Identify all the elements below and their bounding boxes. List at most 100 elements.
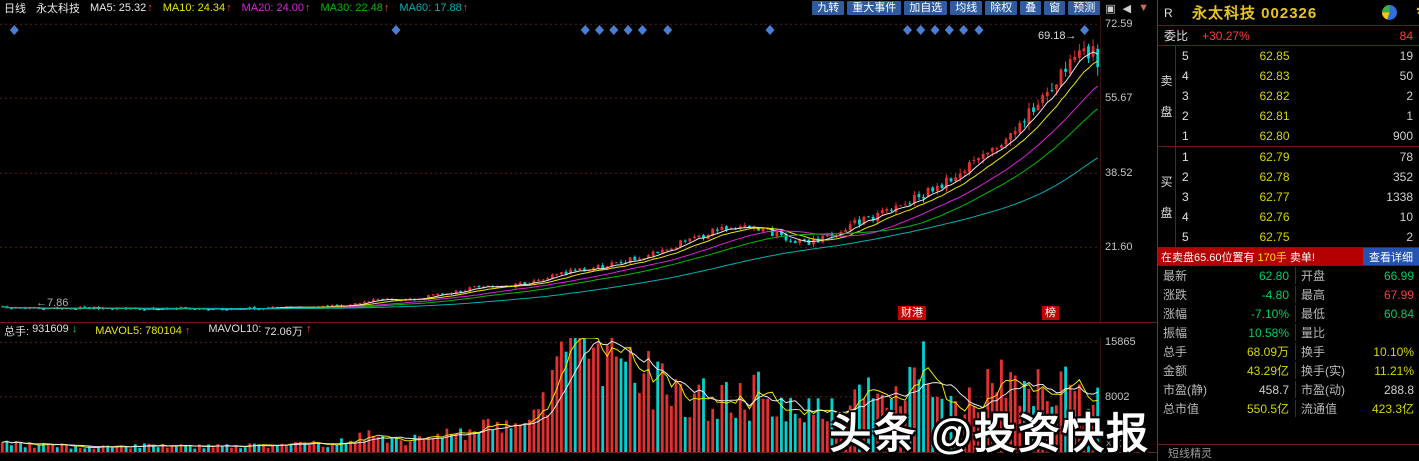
level-price: 62.82 (1259, 89, 1290, 103)
low-price-annotation: ←7.86 (36, 297, 68, 309)
stat-value: 67.99 (1383, 287, 1414, 302)
price-axis-label: 21.60 (1105, 241, 1133, 254)
stat-value: 66.99 (1383, 268, 1414, 283)
toolbar-button-2[interactable]: 重大事件 (847, 1, 902, 15)
level-volume: 1 (1406, 109, 1413, 123)
buy-level-5[interactable]: 5 62.75 2 (1176, 227, 1419, 247)
price-axis: 72.59 55.67 38.52 21.60 (1100, 16, 1157, 322)
peak-price-annotation: 69.18→ (1038, 30, 1077, 42)
sell-rows: 5 62.85 19 4 62.83 50 3 62.82 2 2 62.81 1 1 62.80 900 (1176, 46, 1419, 146)
sell-level-4[interactable]: 4 62.83 50 (1176, 66, 1419, 86)
candlestick-chart (0, 23, 1100, 311)
down-arrow-icon: ↓ (71, 322, 78, 335)
quote-panel: R 永太科技 002326 * 委比 +30.27% 84 卖盘 5 62.85 1… (1157, 0, 1419, 461)
peak-price-label: 69.18 (1038, 30, 1066, 42)
level-volume: 50 (1399, 69, 1413, 83)
level-price: 62.78 (1259, 170, 1290, 184)
popout-icon[interactable]: ▣ (1105, 2, 1116, 15)
mavol5-value: 780104 (145, 324, 182, 337)
bang-badge[interactable]: 榜 (1042, 306, 1059, 320)
toolbar-button-5[interactable]: 除权 (985, 1, 1018, 15)
stat-row: 总手 68.09万 换手 10.10% (1158, 342, 1419, 361)
buy-level-2[interactable]: 2 62.78 352 (1176, 167, 1419, 187)
stat-label: 总手 (1163, 345, 1188, 359)
ma-indicator-ma5: MA5: 25.32 ↑ (90, 2, 153, 14)
level-price: 62.83 (1259, 69, 1290, 83)
stat-label: 涨幅 (1163, 307, 1188, 321)
stock-title[interactable]: 永太科技 002326 (1192, 5, 1318, 22)
caigang-badge[interactable]: 财港 (898, 306, 926, 320)
buy-level-4[interactable]: 4 62.76 10 (1176, 207, 1419, 227)
sell-level-5[interactable]: 5 62.85 19 (1176, 46, 1419, 66)
weicha-value: 84 (1399, 28, 1413, 43)
sell-book: 卖盘 5 62.85 19 4 62.83 50 3 62.82 2 2 62.81 1 1 62.80 9… (1158, 46, 1419, 147)
sell-level-3[interactable]: 3 62.82 2 (1176, 86, 1419, 106)
tab-short-term-wizard[interactable]: 短线精灵 (1158, 444, 1419, 461)
stat-value: 550.5亿 (1246, 402, 1289, 416)
stat-label: 换手 (1295, 343, 1359, 360)
toolbar-button-8[interactable]: 预测 (1068, 1, 1101, 15)
stat-value: 11.21% (1374, 363, 1414, 378)
up-arrow-icon: ↑ (383, 2, 390, 14)
level-volume: 2 (1406, 89, 1413, 103)
zongshou-indicator: 总手: 931609 ↓ (4, 323, 77, 339)
weibi-label: 委比 (1164, 29, 1189, 43)
stat-label: 市盈(动) (1295, 381, 1359, 398)
stat-label: 金额 (1163, 364, 1188, 378)
volume-chart[interactable] (0, 338, 1100, 452)
level-price: 62.79 (1259, 150, 1290, 164)
buy-level-3[interactable]: 3 62.77 1338 (1176, 187, 1419, 207)
pie-chart-icon[interactable] (1382, 5, 1397, 20)
stat-label: 量比 (1295, 324, 1359, 341)
period-label[interactable]: 日线 (4, 3, 26, 15)
volume-axis-label: 8002 (1105, 390, 1130, 403)
stat-label: 总市值 (1163, 402, 1200, 416)
level-price: 62.85 (1259, 49, 1290, 63)
up-arrow-icon: ↑ (305, 322, 312, 335)
sell-level-1[interactable]: 1 62.80 900 (1176, 126, 1419, 146)
stat-row: 涨跌 -4.80 最高 67.99 (1158, 285, 1419, 304)
alert-suffix: 卖单! (1289, 251, 1315, 264)
level-number: 3 (1182, 190, 1189, 204)
price-chart[interactable]: 69.18→ ←7.86 财港 榜 (0, 16, 1100, 322)
sell-alert: 在卖盘65.60位置有 170手 卖单! (1158, 248, 1363, 265)
level-number: 3 (1182, 89, 1189, 103)
stat-label: 涨跌 (1163, 288, 1188, 302)
stat-value: 288.8 (1383, 382, 1414, 397)
up-arrow-icon: ↑ (147, 2, 153, 14)
toolbar-button-3[interactable]: 加自选 (904, 1, 948, 15)
panel-header: R 永太科技 002326 * (1158, 0, 1419, 25)
buy-level-1[interactable]: 1 62.79 78 (1176, 147, 1419, 167)
stats-grid: 最新 62.80 开盘 66.99 涨跌 -4.80 最高 67.99 涨幅 -7.10% 最低 60… (1158, 265, 1419, 418)
alert-quantity: 170手 (1257, 251, 1287, 264)
level-number: 1 (1182, 150, 1189, 164)
level-volume: 352 (1392, 170, 1413, 184)
ma-indicator-ma10: MA10: 24.34 ↑ (162, 2, 232, 14)
prev-icon[interactable]: ◀ (1122, 2, 1132, 15)
low-price-label: 7.86 (47, 297, 69, 309)
zongshou-value: 931609 (32, 322, 69, 335)
stat-row: 涨幅 -7.10% 最低 60.84 (1158, 304, 1419, 323)
stat-label: 最低 (1295, 305, 1359, 322)
toolbar-button-6[interactable]: 叠 (1020, 1, 1042, 15)
stat-value: 62.80 (1258, 268, 1289, 283)
weibi-row: 委比 +30.27% 84 (1158, 25, 1419, 46)
toolbar-button-4[interactable]: 均线 (950, 1, 983, 15)
stat-value: -4.80 (1261, 287, 1289, 302)
stat-label: 最高 (1295, 286, 1359, 303)
stat-value: 10.10% (1373, 344, 1414, 359)
level-number: 1 (1182, 129, 1189, 143)
chart-toolbar: 九转 重大事件 加自选 均线 除权叠窗预测 ▣ ◀ ▼ (812, 1, 1157, 15)
stat-row: 金额 43.29亿 换手(实) 11.21% (1158, 361, 1419, 380)
view-details-button[interactable]: 查看详细 (1363, 248, 1419, 265)
sell-level-2[interactable]: 2 62.81 1 (1176, 106, 1419, 126)
price-axis-label: 72.59 (1105, 18, 1133, 31)
stat-row: 市盈(静) 458.7 市盈(动) 288.8 (1158, 380, 1419, 399)
peak-arrow-icon: → (1065, 30, 1077, 42)
dropdown-icon[interactable]: ▼ (1138, 2, 1149, 14)
level-volume: 10 (1399, 210, 1413, 224)
level-volume: 2 (1406, 230, 1413, 244)
toolbar-button-7[interactable]: 窗 (1044, 1, 1066, 15)
stat-value: 458.7 (1258, 382, 1289, 397)
toolbar-button-1[interactable]: 九转 (812, 1, 845, 15)
